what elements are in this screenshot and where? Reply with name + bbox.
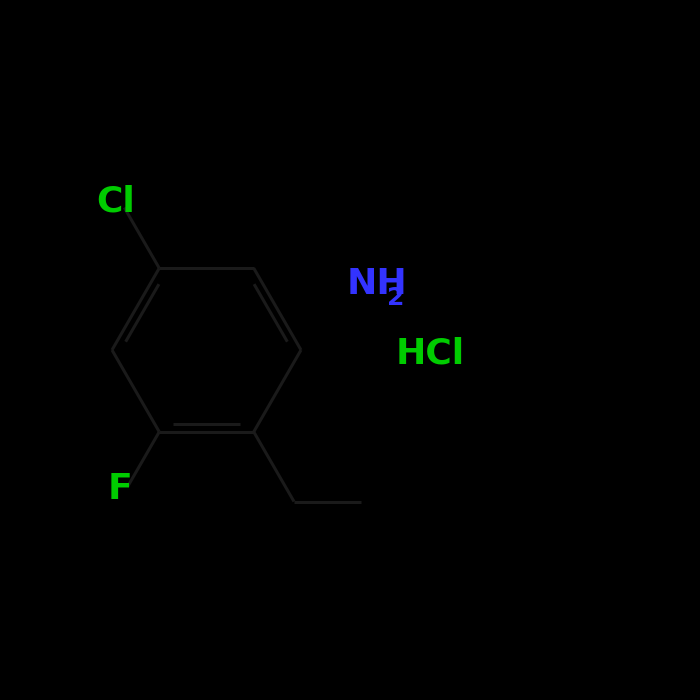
Text: F: F <box>108 473 132 506</box>
Text: 2: 2 <box>387 286 405 309</box>
Text: HCl: HCl <box>395 337 465 370</box>
Text: Cl: Cl <box>96 185 135 218</box>
Text: NH: NH <box>346 267 407 300</box>
